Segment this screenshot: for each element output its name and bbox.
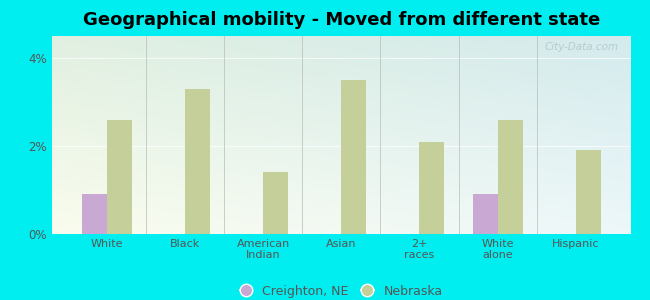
Bar <box>263 172 288 234</box>
Bar <box>341 80 366 234</box>
Bar <box>576 150 601 234</box>
Bar <box>473 194 498 234</box>
Legend: Creighton, NE, Nebraska: Creighton, NE, Nebraska <box>235 280 448 300</box>
Title: Geographical mobility - Moved from different state: Geographical mobility - Moved from diffe… <box>83 11 600 29</box>
Bar <box>185 89 210 234</box>
Text: City-Data.com: City-Data.com <box>545 42 619 52</box>
Bar <box>82 194 107 234</box>
Bar <box>419 142 445 234</box>
Bar <box>498 120 523 234</box>
Bar <box>107 120 132 234</box>
